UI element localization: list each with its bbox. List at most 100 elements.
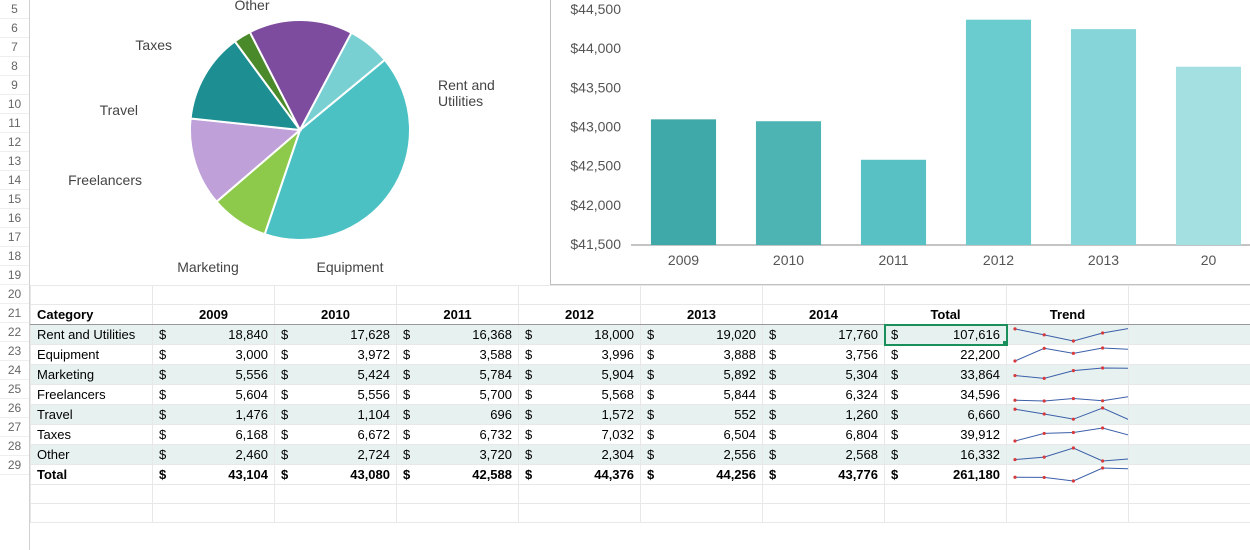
table-header-cell[interactable]: Category xyxy=(31,305,153,325)
table-row[interactable]: Rent and Utilities$18,840$17,628$16,368$… xyxy=(31,325,1250,345)
bar[interactable] xyxy=(861,160,926,245)
value-cell[interactable]: $1,572 xyxy=(519,405,641,425)
table-row[interactable]: Marketing$5,556$5,424$5,784$5,904$5,892$… xyxy=(31,365,1250,385)
value-cell[interactable]: $696 xyxy=(397,405,519,425)
value-cell[interactable]: $2,460 xyxy=(153,445,275,465)
table-row[interactable]: Travel$1,476$1,104$696$1,572$552$1,260$6… xyxy=(31,405,1250,425)
row-number[interactable]: 10 xyxy=(0,95,29,114)
value-cell[interactable]: $3,972 xyxy=(275,345,397,365)
row-number[interactable]: 23 xyxy=(0,342,29,361)
value-cell[interactable]: $3,756 xyxy=(763,345,885,365)
value-cell[interactable]: $552 xyxy=(641,405,763,425)
total-cell[interactable]: $43,080 xyxy=(275,465,397,485)
value-cell[interactable]: $6,660 xyxy=(885,405,1007,425)
table-row[interactable]: Taxes$6,168$6,672$6,732$7,032$6,504$6,80… xyxy=(31,425,1250,445)
bar[interactable] xyxy=(1176,67,1241,245)
expense-table[interactable]: Category200920102011201220132014TotalTre… xyxy=(30,285,1250,523)
value-cell[interactable]: $2,556 xyxy=(641,445,763,465)
table-header-cell[interactable]: 2010 xyxy=(275,305,397,325)
row-number[interactable]: 22 xyxy=(0,323,29,342)
row-number[interactable]: 15 xyxy=(0,190,29,209)
value-cell[interactable]: $18,840 xyxy=(153,325,275,345)
row-number[interactable]: 11 xyxy=(0,114,29,133)
value-cell[interactable]: $3,000 xyxy=(153,345,275,365)
table-row[interactable]: Equipment$3,000$3,972$3,588$3,996$3,888$… xyxy=(31,345,1250,365)
value-cell[interactable]: $6,168 xyxy=(153,425,275,445)
value-cell[interactable]: $6,804 xyxy=(763,425,885,445)
value-cell[interactable]: $19,020 xyxy=(641,325,763,345)
bar[interactable] xyxy=(651,119,716,245)
value-cell[interactable]: $6,732 xyxy=(397,425,519,445)
total-cell[interactable]: $43,104 xyxy=(153,465,275,485)
value-cell[interactable]: $5,604 xyxy=(153,385,275,405)
category-cell[interactable]: Rent and Utilities xyxy=(31,325,153,345)
value-cell[interactable]: $5,556 xyxy=(275,385,397,405)
value-cell[interactable]: $3,720 xyxy=(397,445,519,465)
value-cell[interactable]: $2,568 xyxy=(763,445,885,465)
total-cell[interactable]: $44,376 xyxy=(519,465,641,485)
value-cell[interactable]: $3,888 xyxy=(641,345,763,365)
row-number[interactable]: 19 xyxy=(0,266,29,285)
value-cell[interactable]: $33,864 xyxy=(885,365,1007,385)
row-number[interactable]: 6 xyxy=(0,19,29,38)
value-cell[interactable]: $16,368 xyxy=(397,325,519,345)
table-row[interactable]: Freelancers$5,604$5,556$5,700$5,568$5,84… xyxy=(31,385,1250,405)
value-cell[interactable]: $107,616 xyxy=(885,325,1007,345)
value-cell[interactable]: $6,672 xyxy=(275,425,397,445)
value-cell[interactable]: $22,200 xyxy=(885,345,1007,365)
value-cell[interactable]: $1,260 xyxy=(763,405,885,425)
row-number[interactable]: 24 xyxy=(0,361,29,380)
row-number[interactable]: 16 xyxy=(0,209,29,228)
row-number[interactable]: 29 xyxy=(0,456,29,475)
table-header-cell[interactable]: Total xyxy=(885,305,1007,325)
value-cell[interactable]: $16,332 xyxy=(885,445,1007,465)
table-header-cell[interactable]: 2013 xyxy=(641,305,763,325)
row-number[interactable]: 7 xyxy=(0,38,29,57)
value-cell[interactable]: $1,104 xyxy=(275,405,397,425)
row-number[interactable]: 21 xyxy=(0,304,29,323)
value-cell[interactable]: $5,304 xyxy=(763,365,885,385)
value-cell[interactable]: $2,724 xyxy=(275,445,397,465)
bar[interactable] xyxy=(1071,29,1136,245)
total-cell[interactable]: $261,180 xyxy=(885,465,1007,485)
row-number[interactable]: 5 xyxy=(0,0,29,19)
row-number[interactable]: 12 xyxy=(0,133,29,152)
category-cell[interactable]: Equipment xyxy=(31,345,153,365)
value-cell[interactable]: $7,032 xyxy=(519,425,641,445)
category-cell[interactable]: Freelancers xyxy=(31,385,153,405)
value-cell[interactable]: $5,424 xyxy=(275,365,397,385)
pie-chart[interactable]: Rent andUtilitiesEquipmentMarketingFreel… xyxy=(30,0,550,285)
value-cell[interactable]: $17,760 xyxy=(763,325,885,345)
total-cell[interactable]: $42,588 xyxy=(397,465,519,485)
value-cell[interactable]: $5,904 xyxy=(519,365,641,385)
value-cell[interactable]: $5,784 xyxy=(397,365,519,385)
row-number[interactable]: 14 xyxy=(0,171,29,190)
value-cell[interactable]: $2,304 xyxy=(519,445,641,465)
value-cell[interactable]: $5,892 xyxy=(641,365,763,385)
value-cell[interactable]: $18,000 xyxy=(519,325,641,345)
row-number[interactable]: 13 xyxy=(0,152,29,171)
value-cell[interactable]: $6,324 xyxy=(763,385,885,405)
value-cell[interactable]: $3,588 xyxy=(397,345,519,365)
row-number[interactable]: 28 xyxy=(0,437,29,456)
value-cell[interactable]: $34,596 xyxy=(885,385,1007,405)
row-number[interactable]: 17 xyxy=(0,228,29,247)
value-cell[interactable]: $5,844 xyxy=(641,385,763,405)
total-row[interactable]: Total$43,104$43,080$42,588$44,376$44,256… xyxy=(31,465,1250,485)
row-number[interactable]: 8 xyxy=(0,57,29,76)
row-number[interactable]: 26 xyxy=(0,399,29,418)
category-cell[interactable]: Marketing xyxy=(31,365,153,385)
total-cell[interactable]: $44,256 xyxy=(641,465,763,485)
table-header-cell[interactable]: Trend xyxy=(1007,305,1129,325)
bar[interactable] xyxy=(966,20,1031,245)
value-cell[interactable]: $5,568 xyxy=(519,385,641,405)
category-cell[interactable]: Taxes xyxy=(31,425,153,445)
value-cell[interactable]: $5,700 xyxy=(397,385,519,405)
value-cell[interactable]: $17,628 xyxy=(275,325,397,345)
row-number[interactable]: 9 xyxy=(0,76,29,95)
category-cell[interactable]: Other xyxy=(31,445,153,465)
table-header-cell[interactable]: 2014 xyxy=(763,305,885,325)
value-cell[interactable]: $3,996 xyxy=(519,345,641,365)
value-cell[interactable]: $6,504 xyxy=(641,425,763,445)
row-number[interactable]: 20 xyxy=(0,285,29,304)
